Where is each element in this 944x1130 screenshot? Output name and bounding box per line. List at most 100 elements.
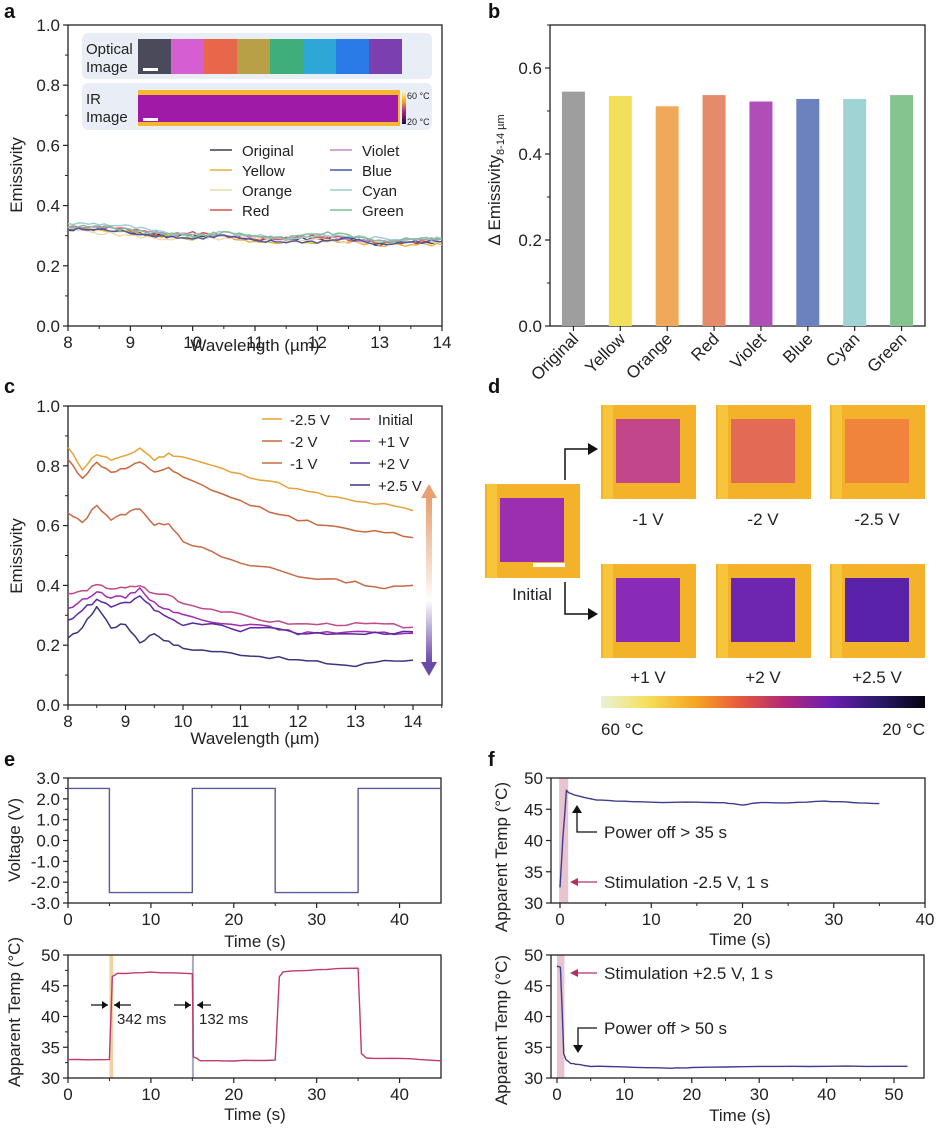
x-tick-label: 30 (307, 910, 326, 929)
ir-colorbar-bottom: 20 °C (407, 117, 430, 127)
ir-tile-square (616, 578, 680, 642)
x-axis-label: Time (s) (224, 932, 286, 951)
x-tick-label: 0 (552, 1085, 561, 1104)
y-tick-label: -3.0 (31, 894, 60, 913)
tile-label: +2 V (745, 668, 781, 687)
x-tick-label: 20 (682, 1085, 701, 1104)
series-line-2V (67, 458, 414, 539)
series-line-1V (67, 504, 414, 590)
arrow-head-up (588, 443, 598, 455)
series-line-blue (67, 227, 443, 246)
ir-scale-bar (143, 118, 158, 121)
y-axis-label: Δ Emissivity8-14 µm (485, 114, 507, 245)
y-tick-label: 1.0 (36, 811, 60, 830)
arrow-342-right-head (114, 1001, 120, 1009)
y-axis-label: Emissivity (7, 518, 26, 594)
y-tick-label: -2.0 (31, 873, 60, 892)
power-off-arrow-head (573, 1045, 583, 1053)
annotation-power-off: Power off > 50 s (604, 1019, 727, 1038)
panel-c-voltage-emissivity-spectra: 8 9 10 11 12 13 14 0.0 0.2 0.4 0.6 0.8 1.0 Wavelength… (7, 397, 443, 748)
temperature-trace (559, 789, 880, 888)
panel-label-b: b (488, 1, 500, 23)
optical-swatch (369, 39, 402, 74)
optical-label-line2: Image (86, 59, 128, 76)
x-tick-label-violet: Violet (726, 329, 769, 372)
panel-label-f: f (488, 749, 495, 771)
bar-cyan (843, 98, 867, 327)
bar-green (890, 95, 914, 326)
panel-d-ir-images: Initial -1 V -2 V -2.5 V +1 V +2 V +2.5 V 60 °C… (485, 405, 925, 739)
x-tick-label: 12 (289, 712, 308, 731)
legend-label: +2 V (378, 456, 409, 473)
ir-tile-edge (832, 405, 842, 499)
x-tick-label: 11 (232, 712, 250, 731)
panel-label-c: c (4, 376, 15, 398)
annotation-fall-time: 132 ms (199, 1011, 248, 1028)
x-tick-label: 8 (63, 333, 72, 352)
y-tick-label: 30 (524, 1069, 543, 1088)
stimulation-arrow-head (570, 878, 578, 886)
y-tick-label: 0.8 (36, 457, 60, 476)
x-tick-label-original: Original (527, 329, 582, 384)
arrow-down-head (421, 662, 437, 676)
y-tick-label: 45 (524, 977, 543, 996)
series-line-25V (67, 605, 414, 668)
legend-label: Orange (242, 183, 292, 200)
x-tick-label: 9 (126, 333, 135, 352)
tile-label-initial: Initial (512, 585, 552, 604)
bar-original (561, 91, 585, 327)
legend-label: Yellow (242, 163, 285, 180)
annotation-power-off: Power off > 35 s (604, 823, 727, 842)
stimulation-window (559, 778, 569, 903)
bar-blue (796, 98, 820, 327)
optical-swatch (303, 39, 336, 74)
branch-arrow-down (564, 582, 590, 615)
y-tick-label: 50 (524, 769, 543, 788)
panel-a-emissivity-spectra: 8 9 10 11 12 13 14 0.0 0.2 0.4 0.6 0.8 1.0 Wavelength… (7, 16, 451, 355)
x-tick-label: 14 (433, 333, 452, 352)
ir-tile-edge (718, 564, 728, 658)
y-tick-label: 50 (524, 946, 543, 965)
ir-strip (138, 95, 398, 122)
panel-label-d: d (488, 376, 500, 398)
y-tick-label: 0.6 (36, 517, 60, 536)
bar-orange (655, 106, 679, 327)
ir-tile-square (731, 419, 795, 483)
x-tick-label: 10 (642, 910, 661, 929)
x-tick-label-green: Green (864, 329, 911, 376)
x-tick-label: 0 (63, 1085, 72, 1104)
series-line-25V (67, 446, 414, 512)
power-off-arrow-shaft (576, 811, 597, 833)
ir-tile-edge (718, 405, 728, 499)
y-tick-label: 45 (41, 977, 60, 996)
x-tick-label: 30 (824, 910, 843, 929)
legend-label: +2.5 V (378, 478, 422, 495)
x-tick-label-orange: Orange (622, 329, 676, 383)
legend-label: Initial (378, 412, 413, 429)
optical-scale-bar (143, 68, 158, 71)
optical-swatch (237, 39, 270, 74)
x-tick-label: 40 (390, 1085, 409, 1104)
temperature-colorbar (601, 696, 925, 708)
y-tick-label: 0.0 (36, 832, 60, 851)
colorbar-min-label: 60 °C (601, 720, 644, 739)
x-tick-label: 10 (141, 910, 160, 929)
legend-label: -2 V (290, 434, 318, 451)
y-tick-label: 0.0 (36, 317, 60, 336)
series-line-cyan (67, 222, 443, 242)
x-tick-label: 30 (307, 1085, 326, 1104)
arrow-up-head (421, 484, 437, 498)
tile-label: -2.5 V (854, 510, 900, 529)
x-tick-label: 13 (370, 333, 389, 352)
tile-label: -2 V (747, 510, 779, 529)
y-tick-label: 40 (41, 1008, 60, 1027)
y-tick-label: 0.0 (36, 696, 60, 715)
optical-swatch (270, 39, 303, 74)
temperature-trace (67, 967, 442, 1062)
legend-label: +1 V (378, 434, 409, 451)
optical-swatch (336, 39, 369, 74)
x-tick-label: 40 (817, 1085, 836, 1104)
power-off-arrow-shaft (577, 1027, 597, 1047)
stimulation-arrow-head (570, 969, 578, 977)
ir-label-line2: Image (86, 109, 128, 126)
